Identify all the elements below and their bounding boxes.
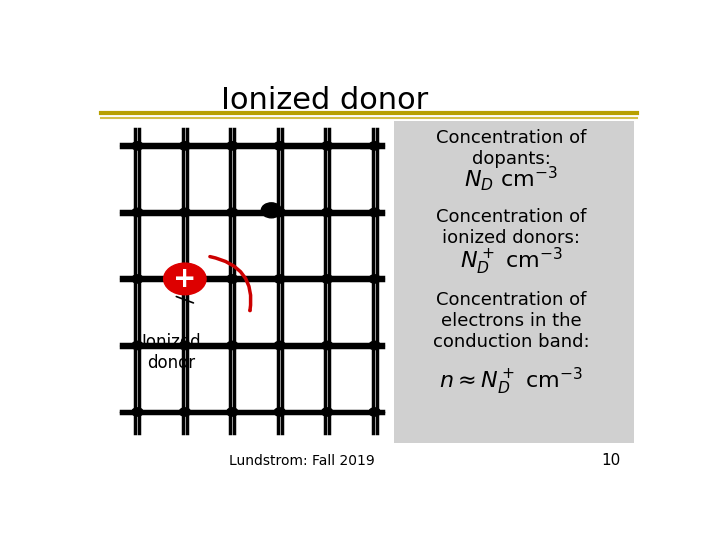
Text: $N_D\ \mathrm{cm}^{-3}$: $N_D\ \mathrm{cm}^{-3}$: [464, 165, 558, 193]
Circle shape: [369, 208, 380, 217]
Text: +: +: [174, 265, 197, 293]
Circle shape: [227, 408, 238, 416]
Circle shape: [322, 408, 333, 416]
Circle shape: [322, 341, 333, 349]
Circle shape: [179, 275, 190, 283]
Circle shape: [227, 141, 238, 150]
Circle shape: [227, 275, 238, 283]
Circle shape: [132, 208, 143, 217]
Circle shape: [132, 408, 143, 416]
Circle shape: [369, 408, 380, 416]
Circle shape: [132, 341, 143, 349]
Circle shape: [322, 208, 333, 217]
Circle shape: [274, 408, 285, 416]
Circle shape: [274, 141, 285, 150]
Circle shape: [179, 341, 190, 349]
Circle shape: [227, 341, 238, 349]
Text: 10: 10: [601, 453, 620, 468]
Text: Concentration of
ionized donors:: Concentration of ionized donors:: [436, 208, 587, 247]
Circle shape: [132, 141, 143, 150]
Bar: [394, 121, 634, 443]
Text: Lundstrom: Fall 2019: Lundstrom: Fall 2019: [229, 454, 375, 468]
Text: Concentration of
dopants:: Concentration of dopants:: [436, 129, 587, 168]
Circle shape: [132, 275, 143, 283]
Circle shape: [274, 208, 285, 217]
Text: Ionized
donor: Ionized donor: [141, 333, 201, 372]
Text: Concentration of
electrons in the
conduction band:: Concentration of electrons in the conduc…: [433, 292, 590, 351]
Text: $N_D^+\ \mathrm{cm}^{-3}$: $N_D^+\ \mathrm{cm}^{-3}$: [460, 246, 563, 277]
Circle shape: [274, 275, 285, 283]
Circle shape: [322, 275, 333, 283]
Text: Ionized donor: Ionized donor: [221, 85, 428, 114]
Circle shape: [163, 263, 206, 295]
Circle shape: [179, 208, 190, 217]
Circle shape: [179, 141, 190, 150]
Circle shape: [322, 141, 333, 150]
FancyArrowPatch shape: [210, 256, 251, 310]
Circle shape: [179, 408, 190, 416]
Circle shape: [369, 141, 380, 150]
Circle shape: [274, 341, 285, 349]
Circle shape: [369, 275, 380, 283]
Text: $n \approx N_D^+\ \mathrm{cm}^{-3}$: $n \approx N_D^+\ \mathrm{cm}^{-3}$: [439, 366, 583, 397]
Circle shape: [261, 203, 282, 218]
Circle shape: [227, 208, 238, 217]
Circle shape: [369, 341, 380, 349]
